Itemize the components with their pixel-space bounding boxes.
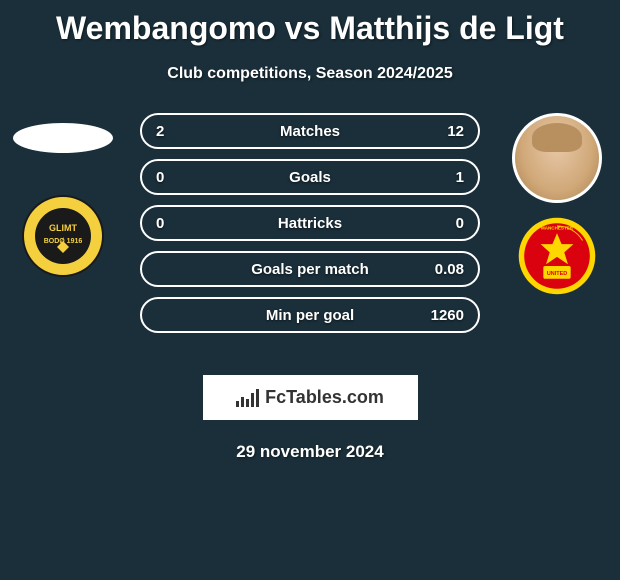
player-left-column: GLIMT BODØ 1916	[8, 113, 118, 277]
stat-label: Matches	[206, 123, 414, 140]
stat-right-value: 0	[414, 215, 464, 232]
stat-left-value: 0	[156, 215, 206, 232]
stat-left-value: 0	[156, 169, 206, 186]
stat-right-value: 1260	[414, 307, 464, 324]
club-badge-right: UNITED MANCHESTER	[516, 215, 598, 297]
stat-label: Goals	[206, 169, 414, 186]
stat-row: Min per goal1260	[140, 297, 480, 333]
infographic-container: Wembangomo vs Matthijs de Ligt Club comp…	[0, 0, 620, 462]
date-label: 29 november 2024	[0, 442, 620, 462]
man-utd-badge-icon: UNITED MANCHESTER	[516, 211, 598, 301]
club-badge-left: GLIMT BODØ 1916	[22, 195, 104, 277]
stats-list: 2Matches120Goals10Hattricks0Goals per ma…	[140, 113, 480, 333]
bar-chart-icon	[236, 389, 259, 407]
stat-row: 0Goals1	[140, 159, 480, 195]
brand-box[interactable]: FcTables.com	[203, 375, 418, 420]
stat-right-value: 12	[414, 123, 464, 140]
content-area: GLIMT BODØ 1916 2Matches120Goals10Hattri…	[0, 113, 620, 363]
stat-left-value: 2	[156, 123, 206, 140]
stat-label: Hattricks	[206, 215, 414, 232]
svg-text:UNITED: UNITED	[547, 271, 567, 277]
stat-right-value: 0.08	[414, 261, 464, 278]
stat-right-value: 1	[414, 169, 464, 186]
stat-label: Min per goal	[206, 307, 414, 324]
page-subtitle: Club competitions, Season 2024/2025	[0, 65, 620, 83]
stat-row: 0Hattricks0	[140, 205, 480, 241]
stat-row: 2Matches12	[140, 113, 480, 149]
player-right-avatar	[512, 113, 602, 203]
brand-label: FcTables.com	[265, 387, 384, 408]
bodo-glimt-badge-icon: GLIMT BODØ 1916	[22, 195, 104, 277]
stat-row: Goals per match0.08	[140, 251, 480, 287]
stat-label: Goals per match	[206, 261, 414, 278]
page-title: Wembangomo vs Matthijs de Ligt	[0, 10, 620, 47]
player-right-column: UNITED MANCHESTER	[502, 113, 612, 297]
player-right-face-placeholder	[515, 116, 599, 200]
svg-text:GLIMT: GLIMT	[49, 223, 77, 233]
svg-text:MANCHESTER: MANCHESTER	[541, 226, 574, 231]
player-left-avatar-placeholder	[13, 123, 113, 153]
